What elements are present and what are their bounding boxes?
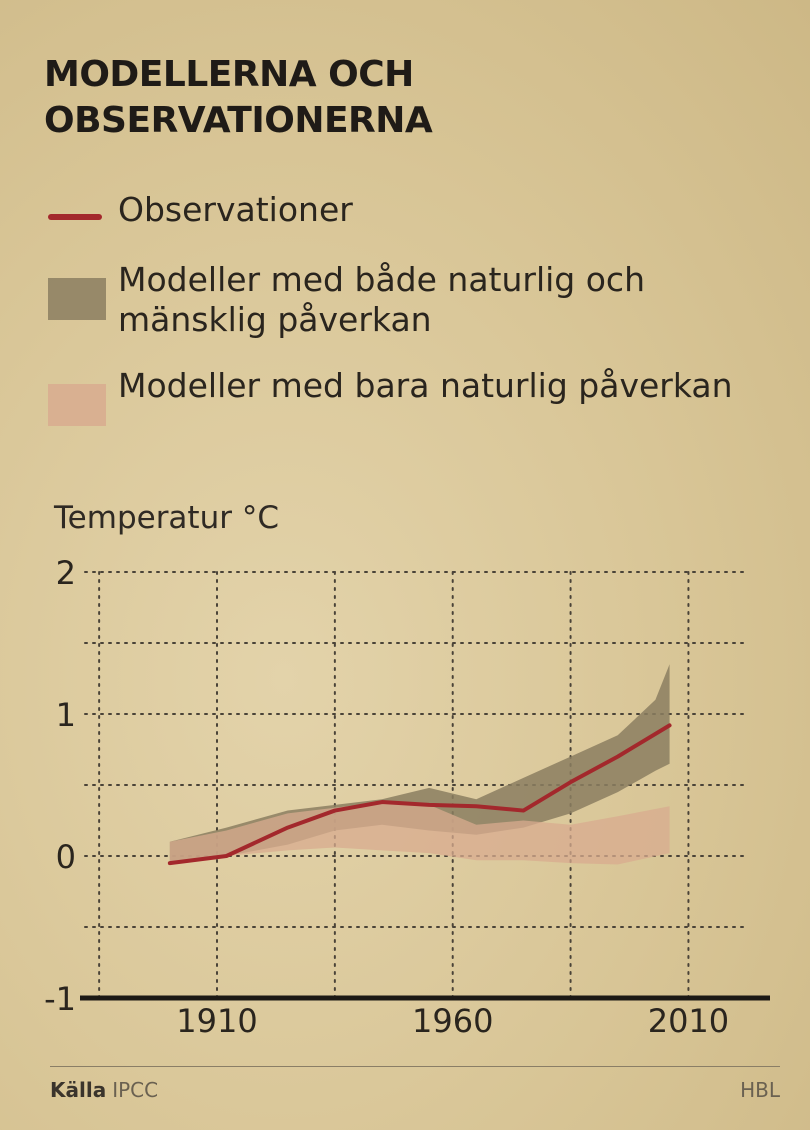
y-tick-label: 0 xyxy=(56,838,76,876)
y-tick-label: 2 xyxy=(56,554,76,592)
legend-swatch-natural-only xyxy=(48,384,106,426)
band-natural-only xyxy=(169,802,670,865)
legend-label-natural-only: Modeller med bara naturlig påverkan xyxy=(118,366,733,405)
observation-lines xyxy=(167,723,672,866)
y-tick-label: 1 xyxy=(56,696,76,734)
y-axis-label: Temperatur °C xyxy=(54,500,279,536)
x-tick-label: 1910 xyxy=(176,1002,257,1040)
source-value: IPCC xyxy=(112,1078,159,1102)
legend-label-natural-and-human: Modeller med både naturlig och mänsklig … xyxy=(118,260,645,339)
brand-label: HBL xyxy=(740,1078,780,1102)
x-tick-label: 1960 xyxy=(412,1002,493,1040)
chart-title: MODELLERNA OCH OBSERVATIONERNA xyxy=(44,52,744,144)
chart-title-line-1: MODELLERNA OCH xyxy=(44,54,414,95)
x-tick-label: 2010 xyxy=(648,1002,729,1040)
y-tick-label: -1 xyxy=(44,980,76,1018)
temperature-chart: 2 1 0 -1 1910 1960 2010 xyxy=(44,554,770,1040)
chart-title-line-2: OBSERVATIONERNA xyxy=(44,100,433,141)
axes: 2 1 0 -1 1910 1960 2010 xyxy=(44,554,770,1040)
source-label: Källa xyxy=(50,1078,107,1102)
footer: Källa IPCC HBL xyxy=(50,1078,780,1112)
legend-swatch-natural-and-human xyxy=(48,278,106,320)
legend-swatch-observations xyxy=(48,214,102,220)
grid-lines xyxy=(84,571,746,999)
model-bands xyxy=(169,664,670,865)
footer-divider xyxy=(50,1066,780,1067)
legend-label-observations: Observationer xyxy=(118,190,353,229)
